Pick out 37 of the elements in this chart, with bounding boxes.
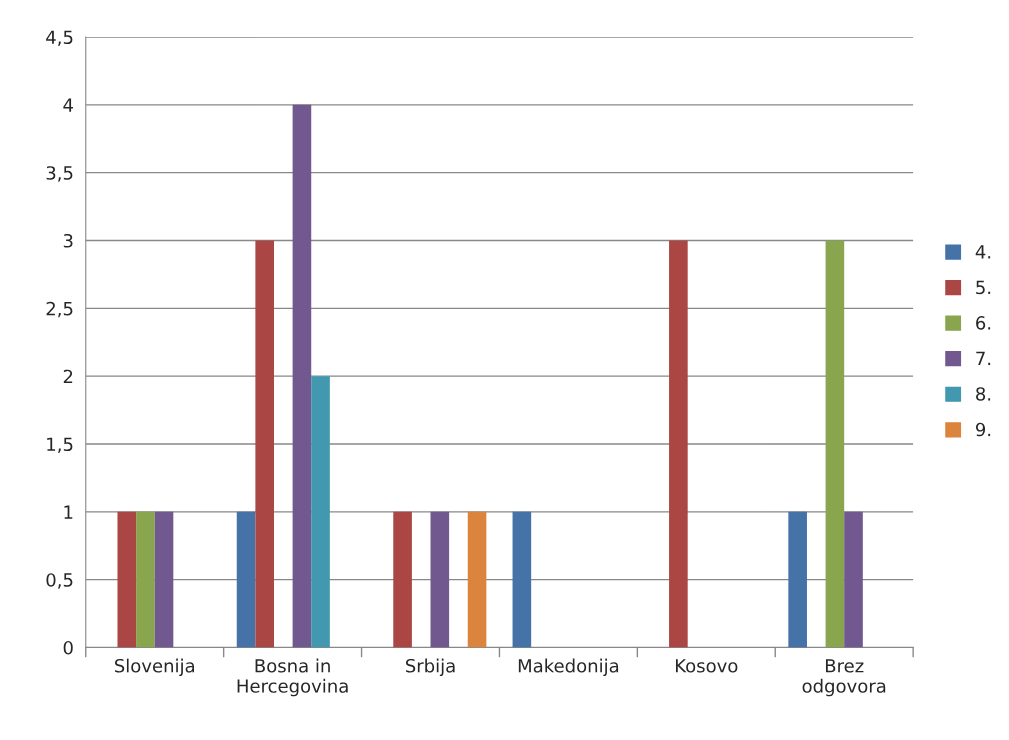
y-tick-label: 0 (63, 640, 73, 655)
bar (117, 511, 137, 648)
y-tick-label: 1 (64, 505, 73, 519)
x-tick-label: Brez odgovora (802, 659, 886, 697)
bar (311, 376, 330, 648)
bar (844, 511, 863, 648)
legend-label: 5. (976, 280, 991, 295)
x-tick-label: Srbija (405, 658, 455, 677)
bar (788, 511, 807, 648)
legend-label: 6. (976, 316, 991, 330)
legend-label: 4. (975, 245, 991, 259)
y-tick-label: 4 (63, 98, 73, 112)
y-tick-label: 3 (63, 233, 73, 248)
bar (255, 240, 274, 648)
legend-label: 7. (976, 351, 991, 365)
bar (154, 511, 174, 648)
bar (512, 511, 532, 648)
bar (825, 240, 845, 648)
y-tick-label: 0,5 (46, 573, 73, 589)
x-tick-label: Kosovo (675, 659, 738, 673)
legend-label: 9. (975, 422, 991, 437)
bar (236, 511, 256, 648)
y-tick-label: 2,5 (46, 301, 73, 318)
x-tick-label: Slovenija (114, 658, 194, 677)
bar (430, 511, 450, 648)
x-tick-label: Bosna in Hercegovina (237, 658, 348, 697)
y-tick-label: 4,5 (46, 30, 73, 46)
bar (393, 511, 412, 648)
bar (467, 511, 487, 648)
bar (669, 240, 688, 648)
legend-label: 8. (976, 387, 991, 401)
y-tick-label: 1,5 (47, 437, 73, 453)
bar (136, 511, 155, 648)
y-tick-label: 3,5 (46, 166, 73, 182)
bar (292, 104, 312, 648)
x-tick-label: Makedonija (518, 658, 619, 677)
y-tick-label: 2 (63, 369, 73, 384)
